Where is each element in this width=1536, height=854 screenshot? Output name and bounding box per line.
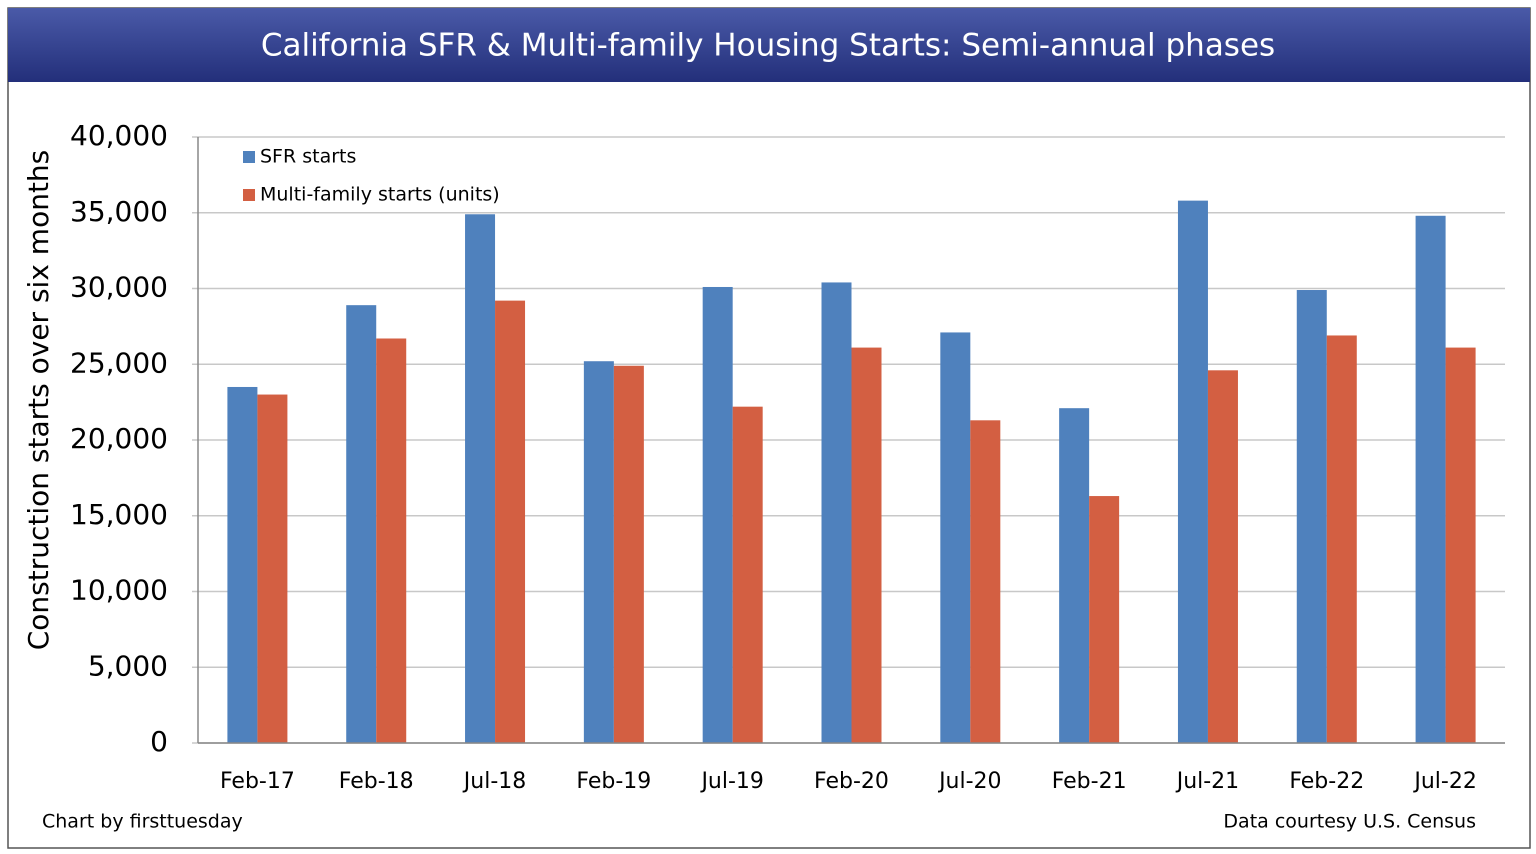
source-right: Data courtesy U.S. Census — [1223, 811, 1476, 833]
legend-swatch — [243, 189, 255, 201]
y-tick-label: 35,000 — [70, 195, 168, 228]
bar — [940, 332, 971, 743]
y-tick-label: 30,000 — [70, 271, 168, 304]
bar — [1059, 408, 1090, 743]
x-tick-label: Jul-19 — [699, 769, 763, 794]
y-tick-label: 15,000 — [70, 498, 168, 531]
x-tick-label: Jul-18 — [462, 769, 526, 794]
bar — [821, 282, 852, 743]
bar — [495, 300, 526, 743]
bar — [1415, 215, 1446, 743]
legend-swatch — [243, 151, 255, 163]
x-tick-label: Feb-18 — [339, 769, 414, 794]
bar — [702, 286, 733, 743]
y-tick-label: 25,000 — [70, 346, 168, 379]
y-tick-label: 0 — [150, 725, 168, 758]
bar — [227, 386, 258, 743]
bar — [1445, 347, 1476, 743]
legend-label: SFR starts — [260, 146, 356, 168]
x-tick-label: Feb-19 — [576, 769, 651, 794]
x-tick-label: Jul-22 — [1412, 769, 1476, 794]
bar — [1296, 290, 1327, 743]
bar — [465, 214, 496, 743]
y-tick-label: 20,000 — [70, 422, 168, 455]
x-tick-label: Feb-22 — [1289, 769, 1364, 794]
y-tick-label: 10,000 — [70, 574, 168, 607]
title-bar — [8, 8, 1530, 82]
bar — [346, 305, 377, 743]
bar — [970, 420, 1001, 743]
bar — [583, 361, 614, 743]
y-tick-label: 40,000 — [70, 119, 168, 152]
x-tick-label: Feb-20 — [814, 769, 889, 794]
bar — [1089, 496, 1120, 743]
bar — [613, 365, 644, 743]
source-left: Chart by firsttuesday — [42, 811, 243, 833]
bar — [376, 338, 407, 743]
chart-title: California SFR & Multi-family Housing St… — [261, 28, 1275, 64]
x-tick-label: Feb-21 — [1052, 769, 1127, 794]
x-tick-label: Jul-20 — [937, 769, 1001, 794]
bar — [1177, 200, 1208, 743]
bar — [851, 347, 882, 743]
bar — [1326, 335, 1357, 743]
y-axis-label: Construction starts over six months — [22, 150, 55, 651]
x-tick-label: Jul-21 — [1175, 769, 1239, 794]
legend-label: Multi-family starts (units) — [260, 184, 500, 206]
bar — [257, 394, 288, 743]
bar — [1207, 370, 1238, 743]
x-tick-label: Feb-17 — [220, 769, 295, 794]
y-tick-label: 5,000 — [88, 649, 168, 682]
bar — [732, 406, 763, 743]
